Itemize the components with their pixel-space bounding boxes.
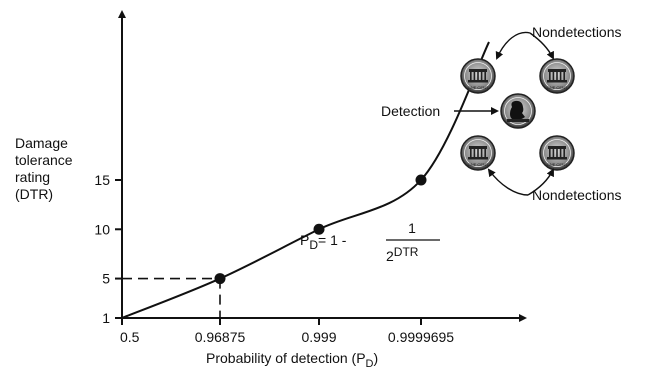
- arrow-nondetection-bottom-right: [527, 168, 554, 196]
- penny-tail-icon: ONE CENT: [539, 135, 575, 171]
- series-line-dtr: [121, 41, 490, 319]
- annotation-detection: Detection: [381, 103, 440, 119]
- ylabel-line-3: rating: [15, 169, 50, 185]
- xlabel-text: Probability of detection (P: [206, 350, 366, 366]
- data-point: [313, 223, 325, 235]
- svg-text:ONE CENT: ONE CENT: [547, 162, 568, 167]
- arrow-nondetection-top-left: [495, 31, 531, 60]
- y-tick-label: 10: [94, 221, 110, 237]
- y-tick-label: 1: [102, 310, 110, 326]
- annotation-nondetections-bottom: Nondetections: [532, 187, 622, 203]
- y-tick-label: 15: [94, 172, 110, 188]
- y-tick-label: 5: [102, 271, 110, 287]
- arrow-nondetection-bottom-left: [487, 168, 529, 196]
- formula-lhs: PD= 1 -: [300, 232, 347, 252]
- penny-tail-icon: ONE CENT: [539, 58, 575, 94]
- y-axis-label: Damage tolerance rating (DTR): [15, 135, 73, 202]
- formula-denominator: 2DTR: [386, 245, 419, 264]
- x-ticks: 0.5 0.96875 0.999 0.9999695: [120, 318, 454, 345]
- x-tick-label: 0.5: [120, 329, 140, 345]
- penny-tail-icon: ONE CENT: [460, 58, 496, 94]
- ylabel-line-1: Damage: [15, 135, 68, 151]
- formula: PD= 1 - 1 2DTR: [300, 220, 440, 264]
- data-point: [415, 174, 427, 186]
- svg-text:ONE CENT: ONE CENT: [468, 85, 489, 90]
- ylabel-line-4: (DTR): [15, 186, 53, 202]
- xlabel-subscript: D: [366, 358, 374, 370]
- data-point: [214, 273, 226, 285]
- svg-text:ONE CENT: ONE CENT: [468, 162, 489, 167]
- ylabel-line-2: tolerance: [15, 152, 73, 168]
- data-points: [214, 174, 427, 285]
- x-axis-label: Probability of detection (PD): [206, 350, 378, 370]
- penny-tail-icon: ONE CENT: [460, 135, 496, 171]
- penny-head-icon: [500, 93, 536, 129]
- xlabel-end: ): [373, 350, 378, 366]
- x-tick-label: 0.9999695: [388, 329, 454, 345]
- coins-illustration: ONE CENT ONE CENT ONE CENT ONE CENT: [460, 58, 575, 171]
- annotation-nondetections-top: Nondetections: [532, 24, 622, 40]
- svg-text:ONE CENT: ONE CENT: [547, 85, 568, 90]
- arrow-nondetection-top-right: [529, 32, 554, 60]
- formula-numerator: 1: [408, 220, 416, 236]
- x-tick-label: 0.96875: [195, 329, 246, 345]
- x-tick-label: 0.999: [301, 329, 336, 345]
